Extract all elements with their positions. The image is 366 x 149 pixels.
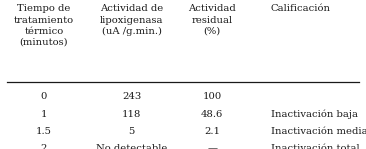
Text: 5: 5: [128, 127, 135, 136]
Text: 243: 243: [122, 92, 141, 101]
Text: Inactivación media: Inactivación media: [271, 127, 366, 136]
Text: Actividad de
lipoxigenasa
(uA /g.min.): Actividad de lipoxigenasa (uA /g.min.): [100, 4, 164, 36]
Text: 118: 118: [122, 110, 141, 118]
Text: 2.1: 2.1: [204, 127, 220, 136]
Text: 1.5: 1.5: [36, 127, 52, 136]
Text: 48.6: 48.6: [201, 110, 223, 118]
Text: 2: 2: [41, 144, 47, 149]
Text: 1: 1: [41, 110, 47, 118]
Text: 100: 100: [203, 92, 222, 101]
Text: Inactivación baja: Inactivación baja: [271, 110, 358, 119]
Text: Actividad
residual
(%): Actividad residual (%): [188, 4, 236, 36]
Text: —: —: [207, 144, 217, 149]
Text: Inactivación total: Inactivación total: [271, 144, 359, 149]
Text: Calificación: Calificación: [271, 4, 331, 13]
Text: 0: 0: [41, 92, 47, 101]
Text: Tiempo de
tratamiento
térmico
(minutos): Tiempo de tratamiento térmico (minutos): [14, 4, 74, 47]
Text: No detectable: No detectable: [96, 144, 168, 149]
